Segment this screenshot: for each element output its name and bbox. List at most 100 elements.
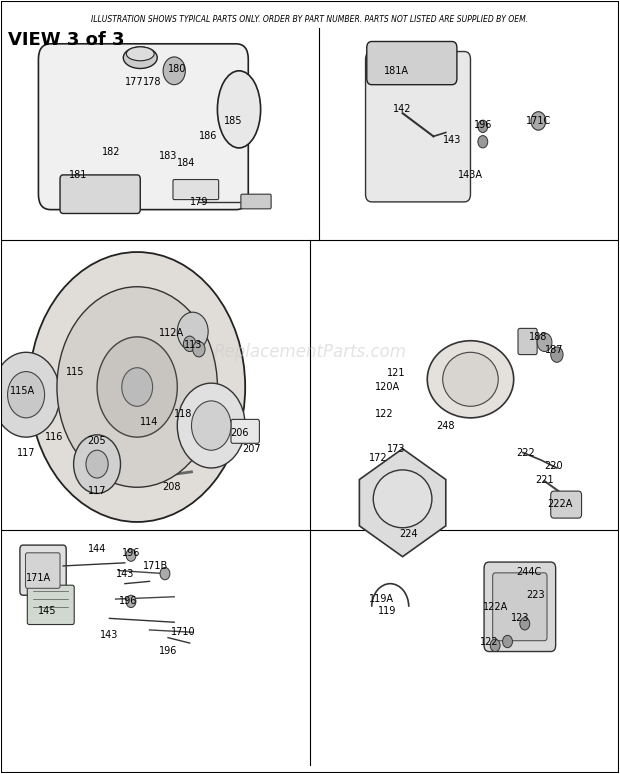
FancyBboxPatch shape [60, 175, 140, 214]
Text: 205: 205 [88, 436, 107, 446]
FancyBboxPatch shape [518, 328, 537, 354]
Text: 223: 223 [526, 591, 544, 600]
Text: 122A: 122A [482, 602, 508, 611]
Text: 114: 114 [140, 416, 159, 426]
Text: VIEW 3 of 3: VIEW 3 of 3 [7, 31, 124, 49]
FancyBboxPatch shape [551, 491, 582, 518]
Circle shape [177, 383, 245, 468]
Circle shape [163, 57, 185, 84]
FancyBboxPatch shape [367, 42, 457, 84]
Circle shape [531, 111, 546, 130]
Circle shape [0, 352, 60, 437]
Text: 183: 183 [159, 151, 177, 161]
Text: 172: 172 [368, 453, 388, 463]
Text: ReplacementParts.com: ReplacementParts.com [213, 344, 407, 361]
Text: 145: 145 [38, 605, 57, 615]
Circle shape [503, 635, 513, 648]
Text: 173: 173 [387, 444, 405, 454]
Ellipse shape [218, 70, 260, 148]
FancyBboxPatch shape [38, 44, 248, 210]
Text: 112A: 112A [159, 328, 184, 338]
Ellipse shape [373, 470, 432, 528]
Text: 220: 220 [544, 461, 563, 471]
Text: 186: 186 [199, 132, 218, 142]
Text: 178: 178 [143, 77, 162, 87]
Circle shape [74, 435, 120, 494]
Text: 143: 143 [100, 630, 118, 640]
Circle shape [126, 549, 136, 561]
Text: 119A: 119A [368, 594, 394, 604]
Circle shape [29, 252, 245, 522]
Text: 116: 116 [45, 432, 63, 442]
Text: 188: 188 [529, 332, 547, 342]
FancyBboxPatch shape [25, 553, 60, 588]
Text: 184: 184 [177, 159, 196, 169]
Text: 171A: 171A [26, 574, 51, 584]
Circle shape [192, 401, 231, 450]
FancyBboxPatch shape [493, 573, 547, 641]
Circle shape [490, 639, 500, 652]
Text: 224: 224 [399, 529, 418, 539]
Text: 196: 196 [159, 646, 177, 656]
Circle shape [184, 336, 196, 351]
Text: 115: 115 [66, 367, 85, 377]
Text: 121: 121 [387, 368, 405, 378]
Text: 115A: 115A [11, 386, 35, 396]
Text: 143A: 143A [458, 170, 483, 180]
FancyBboxPatch shape [484, 562, 556, 652]
Text: 208: 208 [162, 482, 180, 492]
Circle shape [122, 368, 153, 406]
FancyBboxPatch shape [241, 194, 271, 209]
Text: 143: 143 [443, 135, 461, 146]
Polygon shape [360, 449, 446, 557]
Ellipse shape [123, 47, 157, 68]
Circle shape [520, 618, 529, 630]
Text: 143: 143 [116, 569, 134, 579]
Text: 222A: 222A [547, 499, 573, 509]
Circle shape [551, 347, 563, 362]
Circle shape [97, 337, 177, 437]
Text: 206: 206 [230, 428, 248, 438]
FancyBboxPatch shape [173, 180, 219, 200]
Text: 171C: 171C [526, 116, 551, 126]
Text: 181: 181 [69, 170, 87, 180]
Text: 196: 196 [122, 548, 140, 558]
FancyBboxPatch shape [20, 545, 66, 595]
Text: 118: 118 [174, 409, 193, 419]
Text: 248: 248 [436, 420, 455, 430]
Circle shape [126, 595, 136, 608]
Text: 122: 122 [480, 636, 498, 646]
Text: 119: 119 [378, 605, 396, 615]
Text: 144: 144 [88, 544, 106, 554]
Text: 117: 117 [88, 486, 106, 496]
FancyBboxPatch shape [231, 420, 259, 444]
Text: 182: 182 [102, 147, 120, 157]
Circle shape [86, 450, 108, 478]
Text: 1710: 1710 [171, 627, 196, 637]
Text: 179: 179 [190, 197, 208, 207]
Text: 222: 222 [516, 447, 536, 457]
Text: 142: 142 [393, 104, 412, 115]
Circle shape [160, 567, 170, 580]
Ellipse shape [443, 352, 498, 406]
Text: 196: 196 [474, 120, 492, 130]
Circle shape [7, 372, 45, 418]
Ellipse shape [427, 341, 514, 418]
Text: 221: 221 [535, 474, 554, 485]
Circle shape [177, 312, 208, 351]
Text: 187: 187 [544, 345, 563, 355]
Text: ILLUSTRATION SHOWS TYPICAL PARTS ONLY. ORDER BY PART NUMBER. PARTS NOT LISTED AR: ILLUSTRATION SHOWS TYPICAL PARTS ONLY. O… [91, 15, 529, 24]
Text: 180: 180 [168, 64, 187, 74]
Circle shape [478, 120, 488, 132]
Ellipse shape [126, 47, 154, 61]
FancyBboxPatch shape [366, 52, 471, 202]
Text: 117: 117 [17, 447, 35, 457]
Circle shape [478, 135, 488, 148]
Circle shape [537, 333, 552, 351]
Text: 207: 207 [242, 444, 260, 454]
Text: 120A: 120A [374, 382, 400, 392]
Text: 185: 185 [224, 116, 242, 126]
Text: 196: 196 [119, 597, 137, 606]
Text: 181A: 181A [384, 66, 409, 76]
Text: 113: 113 [184, 340, 202, 350]
